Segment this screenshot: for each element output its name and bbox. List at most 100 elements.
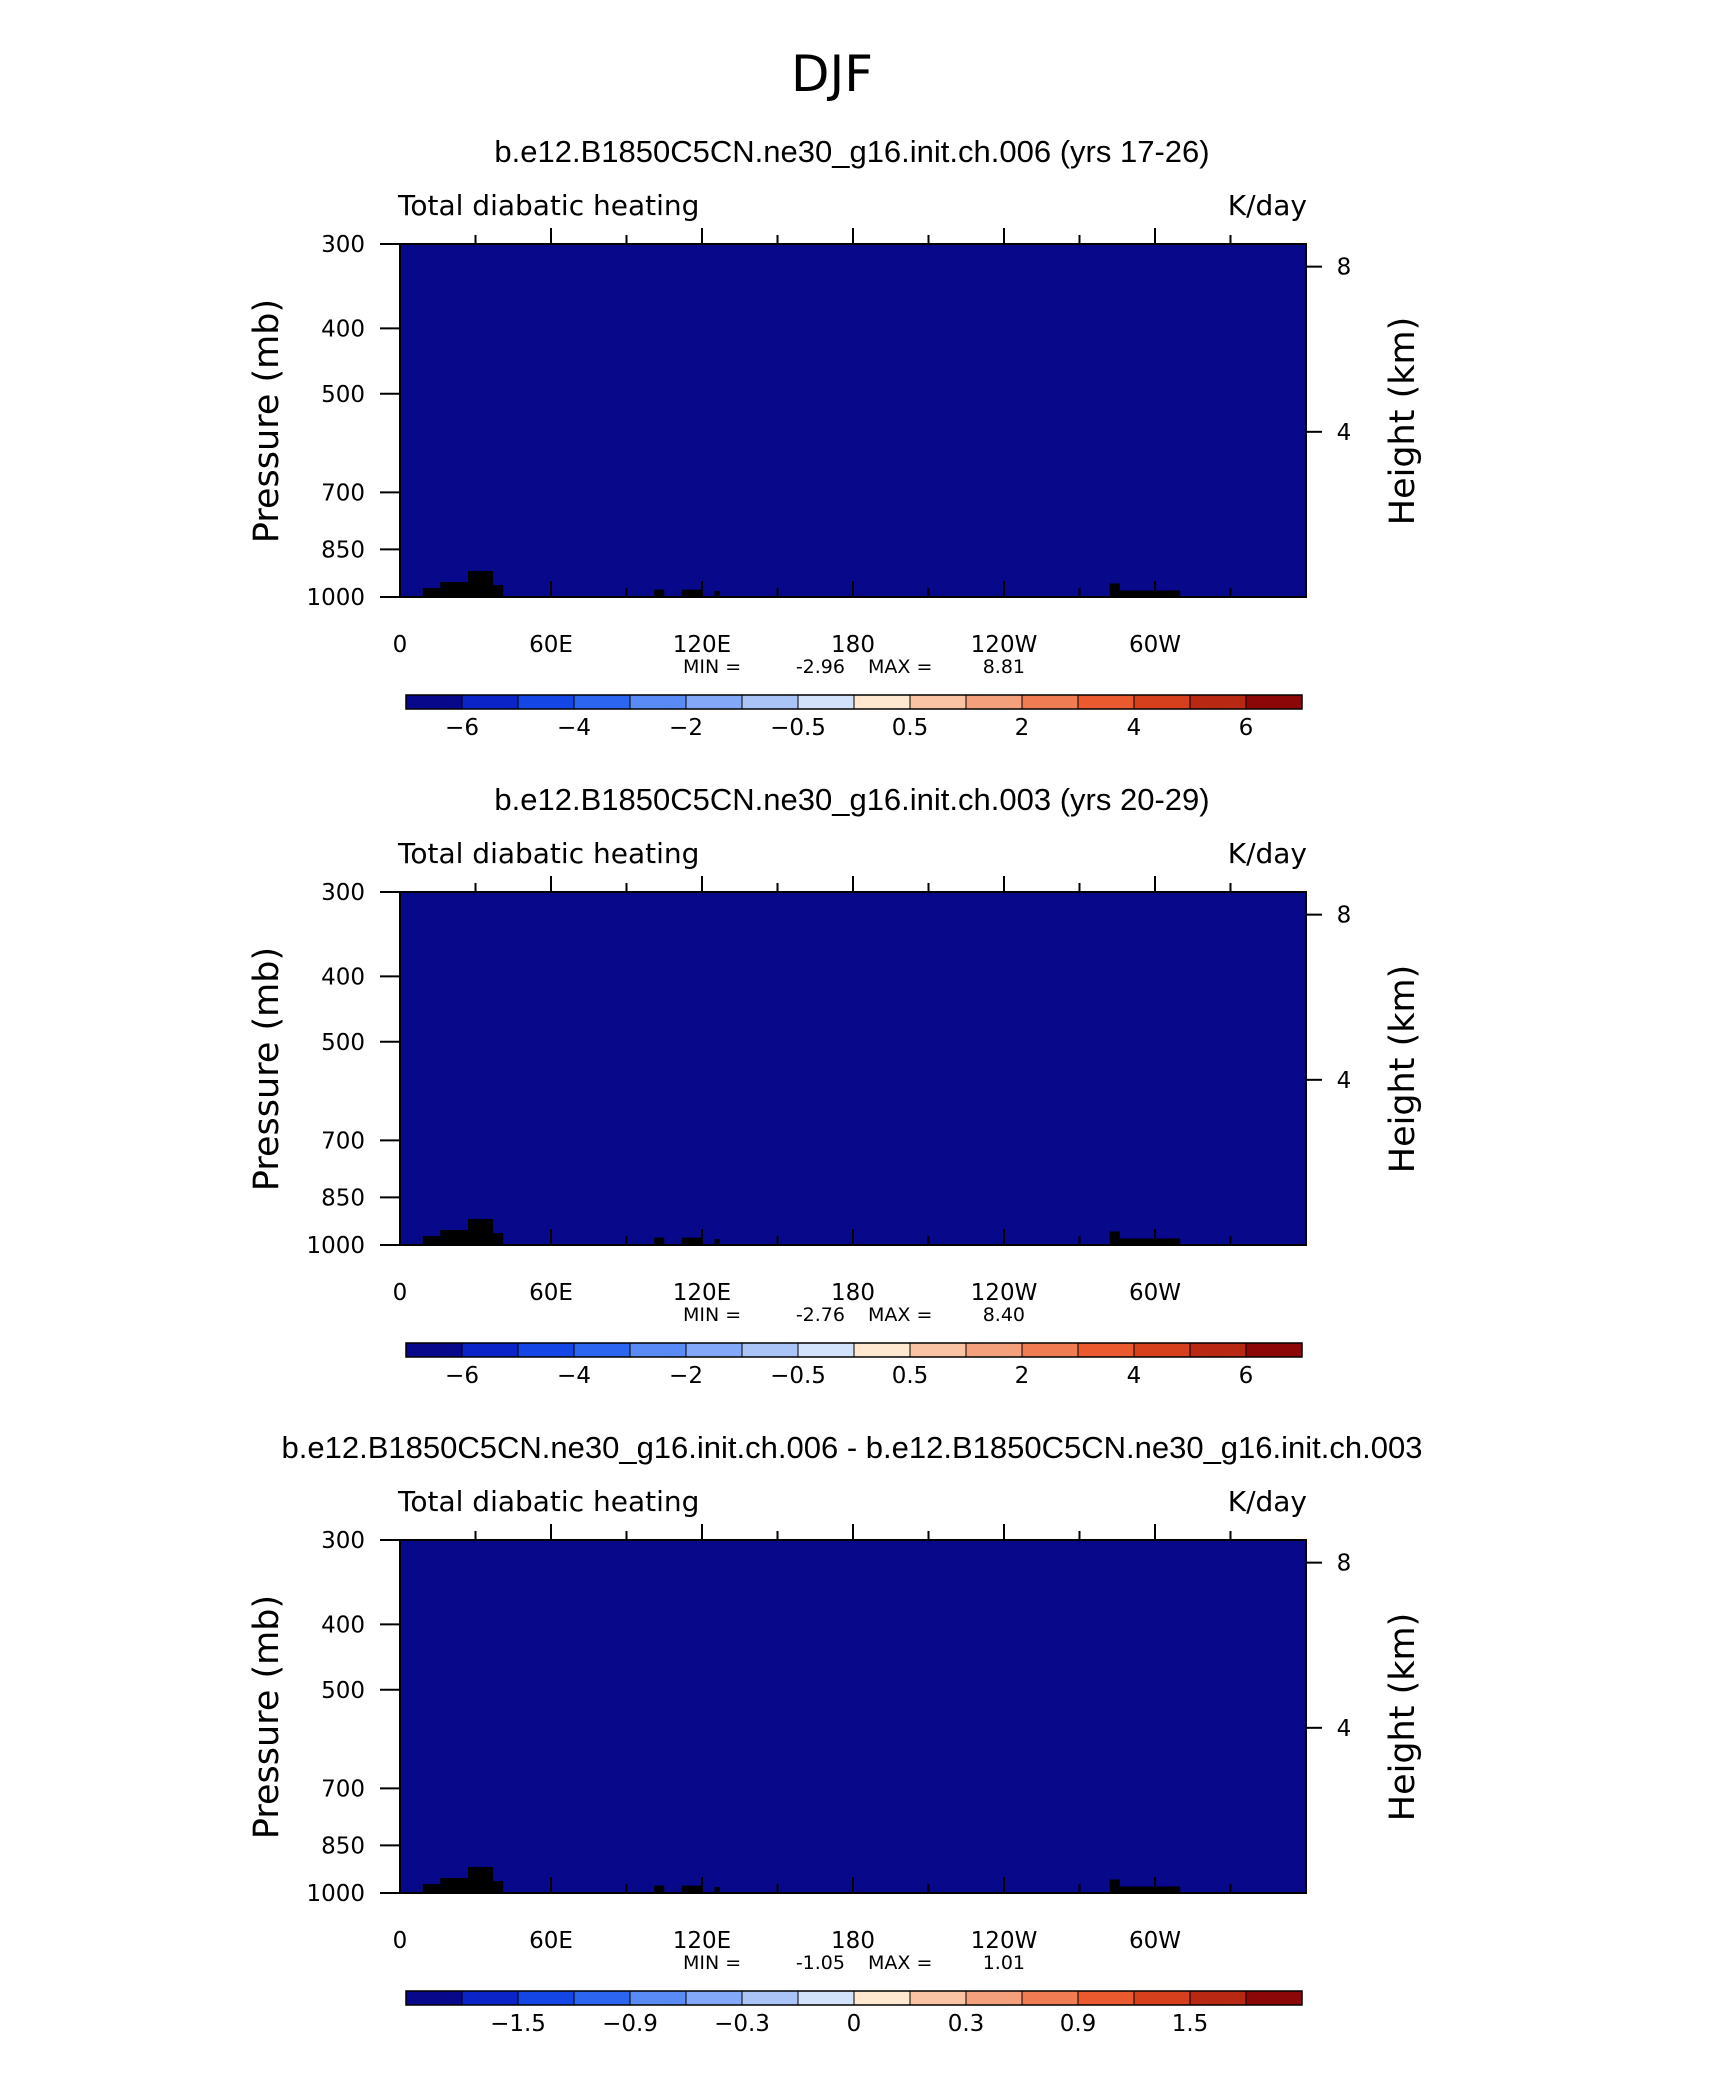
heatmap-cell	[420, 449, 431, 461]
heatmap-cell	[661, 1058, 673, 1070]
heatmap-cell	[400, 980, 411, 991]
heatmap-cell	[1175, 391, 1186, 402]
heatmap-cell	[842, 351, 854, 363]
colorbar-label: −4	[557, 715, 591, 741]
heatmap-cell	[732, 244, 743, 255]
heatmap-cell	[1074, 469, 1086, 480]
heatmap-cell	[903, 990, 914, 1001]
heatmap-cell	[1285, 312, 1297, 324]
heatmap-cell	[1265, 1029, 1277, 1040]
heatmap-cell	[1104, 391, 1116, 402]
heatmap-cell	[742, 960, 753, 972]
heatmap-cell	[1074, 283, 1086, 294]
heatmap-cell	[691, 459, 703, 471]
heatmap-cell	[883, 440, 894, 451]
heatmap-cell	[661, 1019, 673, 1030]
heatmap-cell	[490, 351, 502, 363]
heatmap-cell	[1144, 479, 1156, 490]
heatmap-cell	[963, 990, 975, 1001]
heatmap-cell	[1175, 941, 1186, 952]
heatmap-cell	[762, 1039, 774, 1050]
heatmap-cell	[732, 293, 743, 304]
heatmap-cell	[983, 489, 995, 500]
heatmap-cell	[943, 361, 955, 373]
heatmap-cell	[631, 469, 643, 480]
heatmap-cell	[1134, 980, 1146, 991]
heatmap-cell	[712, 420, 723, 431]
heatmap-cell	[1064, 273, 1076, 284]
heatmap-cell	[1295, 420, 1307, 431]
heatmap-cell	[732, 921, 743, 932]
heatmap-cell	[400, 508, 411, 520]
heatmap-cell	[933, 911, 945, 923]
heatmap-cell	[1185, 941, 1196, 952]
heatmap-cell	[430, 960, 441, 972]
heatmap-cell	[853, 999, 864, 1011]
heatmap-cell	[1054, 263, 1065, 275]
heatmap-cell	[1004, 911, 1015, 923]
heatmap-cell	[742, 1019, 753, 1030]
heatmap-cell	[1134, 342, 1146, 353]
heatmap-cell	[792, 302, 804, 314]
heatmap-cell	[631, 518, 643, 529]
heatmap-cell	[470, 941, 482, 952]
heatmap-cell	[400, 577, 411, 588]
heatmap-cell	[420, 538, 431, 549]
heatmap-cell	[500, 1068, 512, 1079]
heatmap-cell	[1144, 960, 1156, 972]
heatmap-cell	[983, 1039, 995, 1050]
heatmap-cell	[691, 253, 703, 265]
heatmap-cell	[691, 361, 703, 373]
heatmap-cell	[963, 400, 975, 412]
heatmap-cell	[671, 567, 683, 578]
heatmap-cell	[671, 263, 683, 275]
heatmap-cell	[893, 508, 904, 520]
heatmap-cell	[1235, 518, 1247, 529]
heatmap-cell	[520, 489, 532, 500]
heatmap-cell	[1275, 312, 1287, 324]
heatmap-cell	[1195, 449, 1206, 461]
heatmap-cell	[853, 391, 864, 402]
heatmap-cell	[822, 459, 834, 471]
heatmap-cell	[1255, 921, 1267, 932]
heatmap-cell	[752, 302, 763, 314]
heatmap-cell	[1155, 960, 1166, 972]
heatmap-cell	[500, 342, 512, 353]
heatmap-cell	[561, 508, 572, 520]
colorbar-bin	[741, 694, 799, 710]
heatmap-cell	[621, 489, 633, 500]
heatmap-cell	[1144, 941, 1156, 952]
heatmap-cell	[993, 1029, 1005, 1040]
heatmap-cell	[420, 273, 431, 284]
heatmap-cell	[802, 459, 814, 471]
heatmap-cell	[732, 980, 743, 991]
heatmap-cell	[1245, 283, 1257, 294]
heatmap-cell	[1235, 440, 1247, 451]
heatmap-cell	[772, 557, 784, 569]
heatmap-cell	[1024, 244, 1035, 255]
heatmap-cell	[520, 410, 532, 422]
heatmap-cell	[1265, 244, 1277, 255]
heatmap-cell	[1014, 253, 1025, 265]
heatmap-cell	[1155, 381, 1166, 392]
heatmap-cell	[792, 577, 804, 588]
heatmap-cell	[802, 518, 814, 529]
heatmap-cell	[681, 302, 693, 314]
heatmap-cell	[1165, 990, 1176, 1001]
heatmap-cell	[802, 999, 814, 1011]
heatmap-cell	[1024, 283, 1035, 294]
heatmap-cell	[661, 1009, 673, 1021]
heatmap-cell	[1295, 528, 1307, 539]
heatmap-cell	[530, 901, 542, 913]
heatmap-cell	[1054, 1058, 1065, 1070]
heatmap-cell	[792, 547, 804, 559]
heatmap-cell	[983, 283, 995, 294]
heatmap-cell	[1285, 911, 1297, 923]
heatmap-cell	[681, 1039, 693, 1050]
heatmap-cell	[863, 587, 874, 598]
heatmap-cell	[993, 960, 1005, 972]
heatmap-cell	[1014, 1048, 1025, 1060]
heatmap-cell	[621, 263, 633, 275]
heatmap-cell	[440, 469, 451, 480]
heatmap-cell	[1134, 931, 1146, 942]
